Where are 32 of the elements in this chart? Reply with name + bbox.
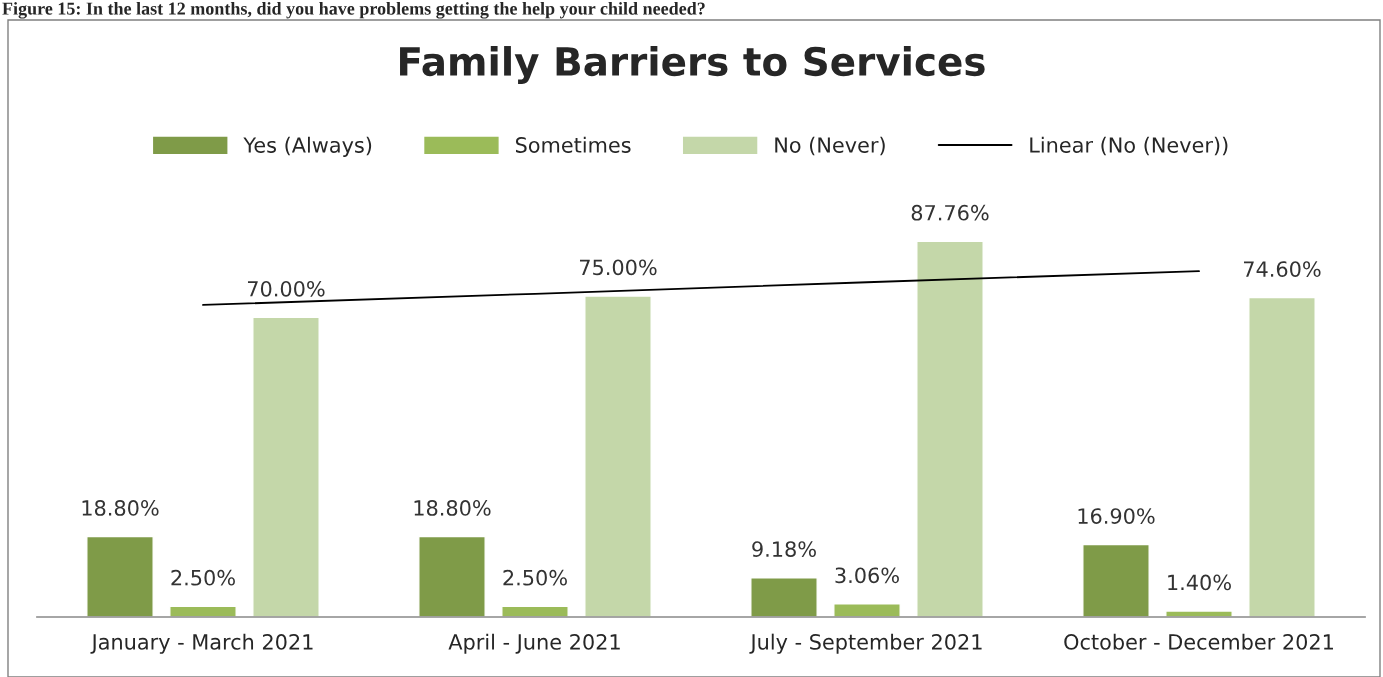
data-label: 18.80%	[82, 500, 159, 516]
bar	[584, 295, 652, 617]
bar	[916, 240, 984, 617]
bar	[833, 603, 901, 617]
data-label: 2.50%	[503, 569, 567, 586]
legend-label: Linear (No (Never))	[1030, 136, 1228, 156]
x-tick-label: January - March 2021	[90, 633, 313, 654]
bar	[418, 535, 486, 617]
legend-label: Yes (Always)	[243, 136, 372, 157]
legend-label: No (Never)	[775, 136, 885, 156]
data-label: 9.18%	[752, 541, 816, 557]
data-label: 18.80%	[414, 500, 491, 516]
data-label: 87.76%	[911, 204, 989, 221]
data-label: 3.06%	[835, 567, 899, 584]
bar	[252, 316, 320, 617]
legend-label: Sometimes	[515, 136, 631, 153]
data-label: 2.50%	[171, 569, 235, 586]
x-tick-label: October - December 2021	[1064, 633, 1333, 650]
data-label: 1.40%	[1168, 574, 1231, 591]
x-tick-label: April - June 2021	[448, 633, 620, 654]
bar	[750, 577, 818, 617]
bar	[1082, 543, 1150, 617]
data-label: 70.00%	[247, 280, 325, 297]
bar	[86, 535, 154, 617]
data-label: 16.90%	[1078, 508, 1155, 524]
chart-title: Family Barriers to Services	[400, 46, 985, 84]
bar	[1248, 296, 1316, 617]
x-tick-label: July - September 2021	[749, 633, 982, 654]
bar	[1165, 610, 1233, 617]
data-label: 74.60%	[1243, 261, 1321, 277]
caption: Figure 15: In the last 12 months, did you have problems getting the help your child needed?	[2, 2, 705, 19]
data-label: 75.00%	[579, 259, 657, 276]
